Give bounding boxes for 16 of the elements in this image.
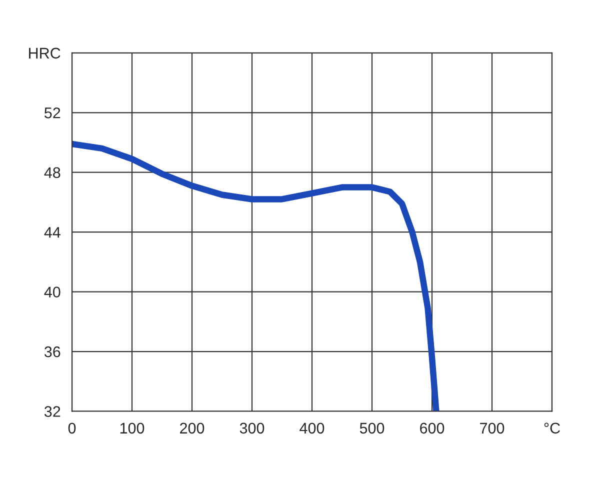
y-tick-label: 52	[44, 108, 60, 118]
y-tick-label: 32	[44, 406, 60, 417]
y-tick-label: 36	[44, 346, 60, 358]
x-tick-label: 500	[360, 422, 384, 434]
x-tick-label: 600	[420, 422, 444, 434]
y-tick-label: 48	[44, 167, 60, 178]
x-tick-label: 200	[180, 422, 204, 434]
y-tick-label: HRC	[29, 48, 60, 59]
x-tick-label: 0	[68, 422, 76, 434]
x-tick-label: 100	[120, 422, 144, 434]
x-tick-label: 400	[300, 422, 324, 434]
y-tick-label: 40	[44, 286, 60, 298]
x-tick-label: °C	[544, 422, 560, 434]
y-tick-label: 44	[44, 227, 60, 238]
x-tick-label: 300	[240, 422, 264, 434]
x-tick-label: 700	[480, 422, 504, 434]
